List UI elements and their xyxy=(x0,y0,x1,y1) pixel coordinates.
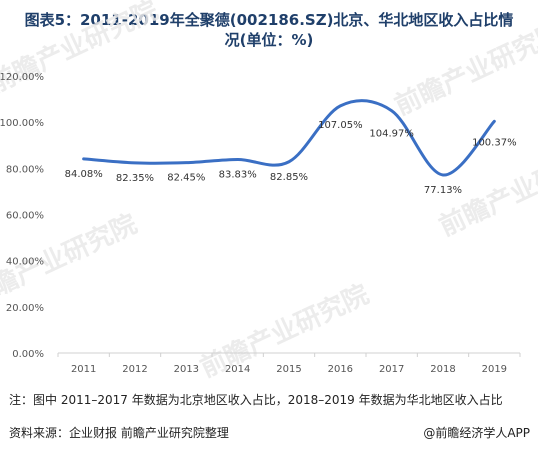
x-tick-label: 2019 xyxy=(482,364,507,375)
chart-title-line1: 图表5：2011-2019年全聚德(002186.SZ)北京、华北地区收入占比情 xyxy=(24,11,514,29)
x-tick-label: 2012 xyxy=(122,364,147,375)
series xyxy=(82,99,496,177)
x-tick-label: 2016 xyxy=(328,364,353,375)
data-label: 82.35% xyxy=(116,173,154,184)
y-tick-label: 20.00% xyxy=(6,303,44,314)
data-label: 104.97% xyxy=(369,129,414,140)
y-tick-label: 80.00% xyxy=(6,164,44,175)
data-label: 84.08% xyxy=(65,169,103,180)
x-tick-label: 2015 xyxy=(276,364,301,375)
y-tick-label: 100.00% xyxy=(0,118,44,129)
series-line xyxy=(82,99,496,177)
data-label: 100.37% xyxy=(472,137,517,148)
watermark-text: 前瞻产业研究院 xyxy=(390,17,538,122)
data-label: 107.05% xyxy=(318,120,363,131)
source-text: 资料来源：企业财报 前瞻产业研究院整理 xyxy=(9,426,229,440)
y-tick-label: 0.00% xyxy=(12,349,44,360)
watermark-text: 前瞻产业研究院 xyxy=(0,0,163,99)
x-tick-label: 2014 xyxy=(225,364,250,375)
y-tick-label: 60.00% xyxy=(6,211,44,222)
brand-text: @前瞻经济学人APP xyxy=(423,426,530,440)
y-tick-label: 40.00% xyxy=(6,257,44,268)
data-labels: 84.08% 82.35% 82.45% 83.83% 82.85% 107.05% 104… xyxy=(65,120,517,196)
line-chart: 前瞻产业研究院 前瞻产业研究院 前瞻产业研究院 前瞻产业研究院 前瞻产业研究院 … xyxy=(0,0,538,384)
data-label: 82.85% xyxy=(270,172,308,183)
chart-title: 图表5：2011-2019年全聚德(002186.SZ)北京、华北地区收入占比情… xyxy=(0,10,538,50)
chart-title-line2: 况(单位：%) xyxy=(224,31,314,49)
x-tick-label: 2013 xyxy=(174,364,199,375)
y-tick-label: 120.00% xyxy=(0,72,44,83)
x-tick-label: 2018 xyxy=(430,364,455,375)
x-tick-label: 2017 xyxy=(379,364,404,375)
data-label: 82.45% xyxy=(167,173,205,184)
data-label: 83.83% xyxy=(219,169,257,180)
footnote: 注：图中 2011–2017 年数据为北京地区收入占比，2018–2019 年数… xyxy=(9,393,503,407)
axes: 0.00% 20.00% 40.00% 60.00% 80.00% 100.00% 120.… xyxy=(0,72,521,375)
x-tick-label: 2011 xyxy=(71,364,96,375)
data-label: 77.13% xyxy=(424,185,462,196)
